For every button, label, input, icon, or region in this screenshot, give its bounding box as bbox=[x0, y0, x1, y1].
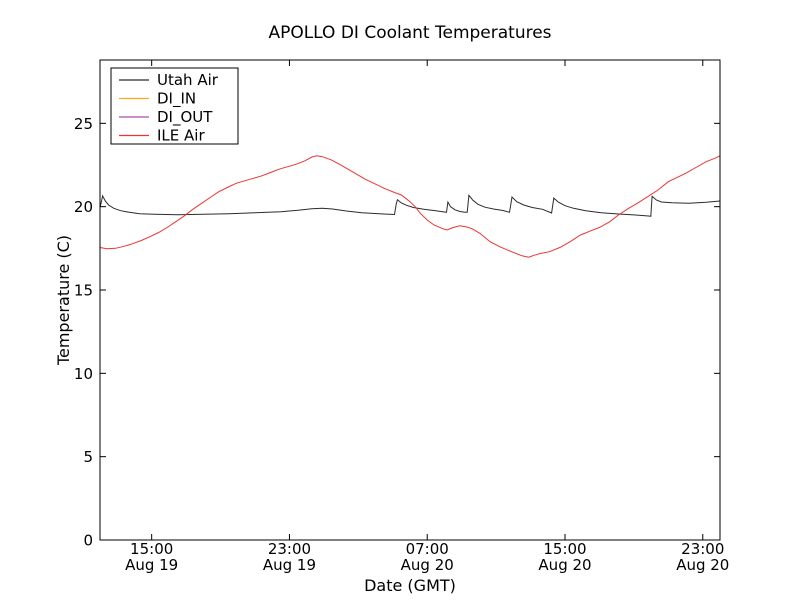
x-tick-label-date: Aug 20 bbox=[401, 556, 454, 574]
x-tick-label-date: Aug 20 bbox=[676, 556, 729, 574]
x-tick-label-time: 15:00 bbox=[130, 540, 173, 558]
legend-label-utah-air: Utah Air bbox=[157, 71, 219, 89]
plot-frame bbox=[99, 59, 721, 541]
x-tick-label-time: 23:00 bbox=[268, 540, 311, 558]
series-line-utah-air bbox=[99, 194, 721, 217]
x-tick-label-time: 15:00 bbox=[543, 540, 586, 558]
y-tick-label: 10 bbox=[74, 365, 93, 383]
y-tick-label: 5 bbox=[83, 448, 93, 466]
legend-label-di-out: DI_OUT bbox=[157, 108, 213, 127]
x-tick-label-date: Aug 20 bbox=[538, 556, 591, 574]
chart-title: APOLLO DI Coolant Temperatures bbox=[268, 23, 552, 43]
legend-label-ile-air: ILE Air bbox=[157, 127, 205, 145]
y-tick-label: 0 bbox=[83, 532, 93, 550]
legend-label-di-in: DI_IN bbox=[157, 90, 196, 109]
x-tick-label-date: Aug 19 bbox=[125, 556, 178, 574]
y-tick-label: 20 bbox=[74, 198, 93, 216]
legend-box bbox=[110, 67, 239, 145]
series-line-ile-air bbox=[99, 155, 721, 258]
x-tick-label-time: 23:00 bbox=[681, 540, 724, 558]
y-tick-label: 25 bbox=[74, 115, 93, 133]
x-tick-label-time: 07:00 bbox=[406, 540, 449, 558]
y-tick-label: 15 bbox=[74, 282, 93, 300]
x-tick-label-date: Aug 19 bbox=[263, 556, 316, 574]
x-axis-label: Date (GMT) bbox=[364, 576, 456, 595]
